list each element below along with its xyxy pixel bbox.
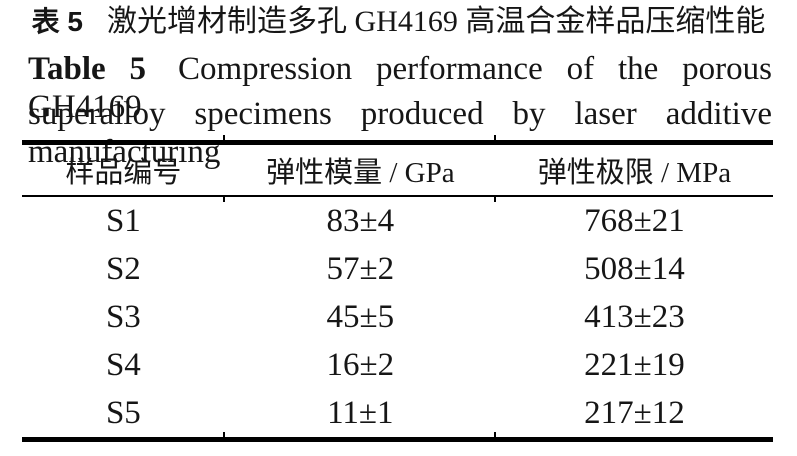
column-header-elastic-modulus: 弹性模量 / GPa [266, 157, 455, 189]
caption-zh-label: 表 5 [31, 6, 83, 37]
cell-sample-id: S5 [105, 394, 141, 431]
column-divider-tick [494, 197, 496, 202]
caption-en-text: Compression performance of the porous GH… [28, 51, 773, 125]
column-header-sample-id: 样品编号 [65, 157, 182, 189]
cell-elastic-modulus: 16±2 [326, 346, 395, 383]
table-caption-en-line1: Table 5 Compression performance of the p… [28, 50, 772, 126]
column-divider-tick [223, 135, 225, 140]
table-row-s4: S4 16±2 221±19 [22, 341, 773, 389]
cell-elastic-limit: 508±14 [584, 250, 685, 287]
table-bottom-rule [22, 432, 773, 442]
cell-sample-id: S4 [105, 346, 141, 383]
cell-sample-id: S3 [105, 298, 141, 335]
data-table: 样品编号 弹性模量 / GPa 弹性极限 / MPa S1 83±4 768±2… [22, 135, 773, 442]
table-caption-zh: 表 5 激光增材制造多孔 GH4169 高温合金样品压缩性能 [0, 5, 797, 39]
table-row-s3: S3 45±5 413±23 [22, 293, 773, 341]
caption-en-label: Table 5 [28, 51, 147, 87]
cell-elastic-limit: 768±21 [584, 202, 685, 239]
cell-elastic-modulus: 45±5 [326, 298, 395, 335]
cell-elastic-modulus: 57±2 [326, 250, 395, 287]
table-top-rule [22, 135, 773, 145]
cell-elastic-modulus: 11±1 [327, 394, 394, 431]
column-divider-tick [494, 135, 496, 140]
cell-elastic-limit: 413±23 [584, 298, 685, 335]
column-divider-tick [223, 432, 225, 437]
caption-zh-text: 激光增材制造多孔 GH4169 高温合金样品压缩性能 [107, 5, 766, 38]
table-row-s2: S2 57±2 508±14 [22, 245, 773, 293]
cell-elastic-modulus: 83±4 [326, 202, 395, 239]
table-header-row: 样品编号 弹性模量 / GPa 弹性极限 / MPa [22, 145, 773, 195]
column-divider-tick [494, 432, 496, 437]
cell-sample-id: S2 [105, 250, 141, 287]
column-header-elastic-limit: 弹性极限 / MPa [537, 157, 732, 189]
table-row-s5: S5 11±1 217±12 [22, 389, 773, 437]
cell-elastic-limit: 217±12 [584, 394, 685, 431]
cell-sample-id: S1 [105, 202, 141, 239]
column-divider-tick [223, 197, 225, 202]
table-body: S1 83±4 768±21 S2 57±2 508±14 S3 45±5 41… [22, 197, 773, 437]
header-divider-rule [22, 195, 773, 202]
table-row-s1: S1 83±4 768±21 [22, 197, 773, 245]
table-caption-en-line2: superalloy specimens produced by laser a… [28, 96, 772, 170]
cell-elastic-limit: 221±19 [584, 346, 685, 383]
